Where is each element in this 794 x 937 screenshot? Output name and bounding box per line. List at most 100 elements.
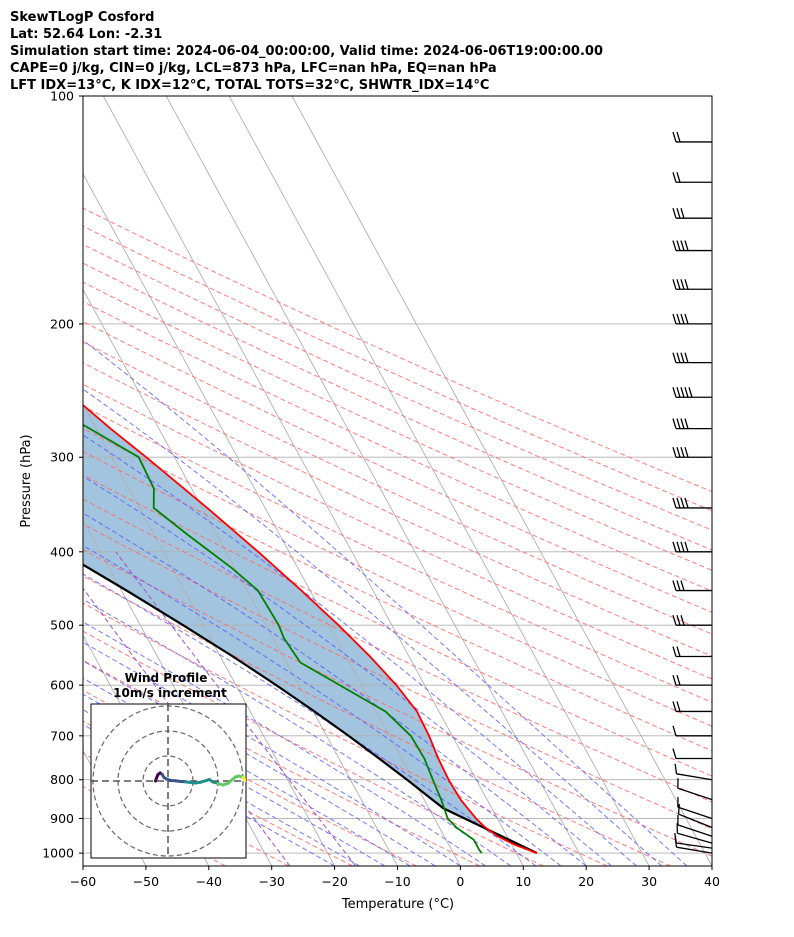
wind-barb (672, 418, 712, 430)
moist-adiabat (83, 677, 411, 866)
dry-adiabat (83, 498, 712, 803)
wind-barb (676, 823, 713, 844)
wind-barb (674, 763, 713, 781)
dry-adiabat (83, 630, 544, 866)
wind-barb (672, 313, 712, 325)
x-tick-label: −40 (196, 874, 222, 889)
wind-barb (672, 207, 712, 219)
wind-barb (672, 279, 712, 290)
y-axis-label: Pressure (hPa) (19, 434, 34, 527)
wind-barb (672, 725, 712, 737)
axes: −60 −50 −40 −30 −20 −10 0 10 20 30 40 100 200 300 400 5… (42, 89, 720, 890)
wind-barb (672, 615, 712, 626)
x-tick-label: −10 (384, 874, 410, 889)
dry-adiabat (83, 321, 712, 613)
hodograph-segment (241, 776, 246, 783)
wind-barb (672, 701, 712, 713)
dry-adiabat (83, 405, 712, 703)
moist-adiabat (83, 434, 637, 866)
dry-adiabat (83, 383, 712, 680)
x-tick-label: −30 (259, 874, 285, 889)
wind-barb (672, 131, 712, 143)
cin-shading (83, 405, 537, 854)
x-tick-label: −60 (70, 874, 96, 889)
wind-barb (672, 497, 712, 509)
isotherm-line (291, 96, 712, 866)
y-tick-label: 600 (50, 678, 74, 693)
dry-adiabat (83, 262, 712, 551)
simulation-times: Simulation start time: 2024-06-04_00:00:… (10, 44, 603, 59)
dry-adiabat (83, 659, 481, 866)
chart-title: SkewTLogP Cosford (10, 10, 155, 25)
dry-adiabat (83, 523, 712, 830)
x-tick-label: 20 (578, 874, 594, 889)
moist-adiabat (83, 709, 361, 866)
isotherm-line (0, 96, 20, 866)
wind-barb (677, 797, 713, 820)
chart-header: SkewTLogP Cosford Lat: 52.64 Lon: -2.31 … (10, 9, 603, 94)
hodograph-title: Wind Profile (125, 671, 208, 685)
dry-adiabat (83, 225, 712, 512)
moist-adiabat (83, 573, 537, 866)
stability-indices-2: LFT IDX=13°C, K IDX=12°C, TOTAL TOTS=32°… (10, 78, 490, 93)
wind-barb (677, 778, 713, 801)
wind-barb (677, 804, 713, 829)
stability-indices-1: CAPE=0 j/kg, CIN=0 j/kg, LCL=873 hPa, LF… (10, 61, 497, 76)
dry-adiabat (83, 301, 712, 592)
dry-adiabat (83, 362, 712, 657)
wind-barb (672, 646, 712, 658)
y-tick-label: 200 (50, 316, 74, 331)
dry-adiabat (83, 427, 712, 727)
moist-adiabat (83, 388, 663, 866)
x-tick-label: 40 (704, 874, 720, 889)
y-tick-label: 100 (50, 89, 74, 104)
wind-barbs (672, 131, 713, 854)
wind-barb (672, 447, 712, 458)
mixing-ratio-line (83, 587, 291, 866)
wind-barb (672, 352, 712, 364)
moist-adiabat (83, 660, 436, 866)
x-tick-label: 0 (456, 874, 464, 889)
wind-barb (672, 387, 712, 398)
y-tick-label: 900 (50, 811, 74, 826)
wind-barb (672, 748, 712, 760)
y-tick-label: 300 (50, 450, 74, 465)
wind-barb (672, 674, 712, 686)
moist-adiabat (83, 475, 612, 866)
y-tick-label: 700 (50, 728, 74, 743)
wind-barb (672, 240, 712, 252)
x-tick-label: 30 (641, 874, 657, 889)
dewpoint-line (83, 423, 483, 854)
wind-barb (674, 832, 713, 849)
wind-barb (672, 172, 712, 183)
y-tick-label: 400 (50, 544, 74, 559)
cin-area (83, 405, 537, 854)
x-tick-label: 10 (515, 874, 531, 889)
wind-barb (672, 541, 712, 553)
isotherm-line (83, 173, 461, 866)
station-coordinates: Lat: 52.64 Lon: -2.31 (10, 27, 163, 42)
moist-adiabat (83, 693, 386, 866)
isotherm-line (83, 865, 84, 866)
isotherm-line (83, 288, 398, 866)
isotherm-line (83, 403, 335, 866)
wind-barb (677, 814, 713, 837)
dry-adiabat (83, 575, 671, 866)
dry-adiabat (83, 602, 608, 866)
mixing-ratio-line (115, 551, 356, 866)
hodograph-subtitle: 10m/s increment (113, 686, 227, 700)
profile-lines (83, 403, 538, 855)
y-tick-label: 800 (50, 772, 74, 787)
y-tick-label: 500 (50, 618, 74, 633)
hodograph-inset: Wind Profile 10m/s increment (90, 671, 247, 859)
wind-barb (672, 580, 712, 592)
moist-adiabat (83, 512, 587, 866)
x-tick-label: −20 (321, 874, 347, 889)
temperature-line (83, 403, 538, 854)
moist-adiabat (83, 544, 562, 866)
moist-adiabat (83, 621, 486, 866)
parcel-profile-line (83, 563, 538, 855)
x-axis-label: Temperature (°C) (341, 897, 454, 912)
moist-adiabat (83, 641, 461, 866)
